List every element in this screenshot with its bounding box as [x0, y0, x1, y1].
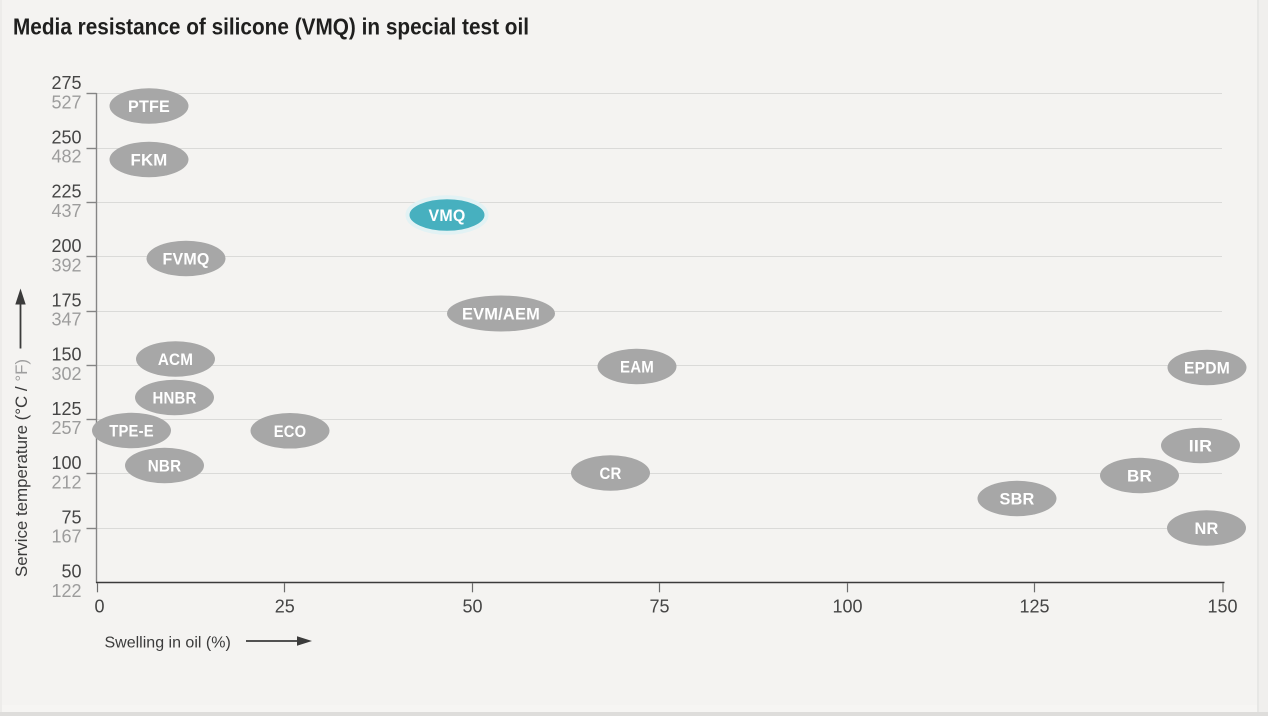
svg-text:275: 275 — [51, 73, 81, 93]
svg-text:225: 225 — [51, 182, 81, 202]
svg-text:HNBR: HNBR — [153, 390, 197, 408]
svg-text:392: 392 — [51, 255, 81, 275]
svg-text:Swelling in oil (%): Swelling in oil (%) — [105, 635, 231, 652]
svg-text:Media resistance of silicone (: Media resistance of silicone (VMQ) in sp… — [13, 14, 529, 40]
svg-text:PTFE: PTFE — [128, 98, 170, 116]
svg-text:75: 75 — [61, 507, 81, 527]
svg-text:200: 200 — [51, 236, 81, 256]
svg-text:VMQ: VMQ — [429, 207, 466, 225]
svg-text:EVM/AEM: EVM/AEM — [462, 306, 540, 324]
svg-text:IIR: IIR — [1189, 438, 1213, 456]
svg-text:212: 212 — [51, 472, 81, 492]
svg-text:150: 150 — [1207, 596, 1237, 616]
svg-text:BR: BR — [1127, 468, 1152, 486]
svg-text:EPDM: EPDM — [1184, 360, 1230, 378]
svg-text:302: 302 — [51, 364, 81, 384]
svg-text:150: 150 — [51, 345, 81, 365]
svg-text:SBR: SBR — [1000, 491, 1035, 509]
svg-text:125: 125 — [51, 399, 81, 419]
svg-text:122: 122 — [51, 581, 81, 601]
svg-text:75: 75 — [649, 596, 669, 616]
svg-text:437: 437 — [51, 201, 81, 221]
svg-text:25: 25 — [275, 596, 295, 616]
svg-text:100: 100 — [51, 453, 81, 473]
svg-text:FVMQ: FVMQ — [163, 251, 210, 269]
svg-text:250: 250 — [51, 127, 81, 147]
svg-text:125: 125 — [1019, 596, 1049, 616]
svg-text:482: 482 — [51, 147, 81, 167]
svg-text:CR: CR — [600, 465, 622, 483]
svg-text:175: 175 — [51, 290, 81, 310]
svg-text:ECO: ECO — [274, 423, 307, 441]
svg-text:ACM: ACM — [158, 351, 193, 369]
svg-text:50: 50 — [462, 596, 482, 616]
svg-text:NR: NR — [1195, 520, 1219, 538]
svg-text:167: 167 — [51, 527, 81, 547]
svg-text:TPE-E: TPE-E — [109, 423, 154, 441]
svg-text:100: 100 — [832, 596, 862, 616]
svg-text:257: 257 — [51, 418, 81, 438]
svg-text:NBR: NBR — [148, 458, 182, 476]
svg-text:Service temperature (°C / °F): Service temperature (°C / °F) — [12, 359, 31, 577]
svg-text:347: 347 — [51, 310, 81, 330]
svg-text:527: 527 — [51, 92, 81, 112]
svg-text:FKM: FKM — [131, 152, 168, 170]
svg-text:50: 50 — [61, 562, 81, 582]
svg-text:EAM: EAM — [620, 359, 654, 377]
svg-text:0: 0 — [94, 596, 104, 616]
